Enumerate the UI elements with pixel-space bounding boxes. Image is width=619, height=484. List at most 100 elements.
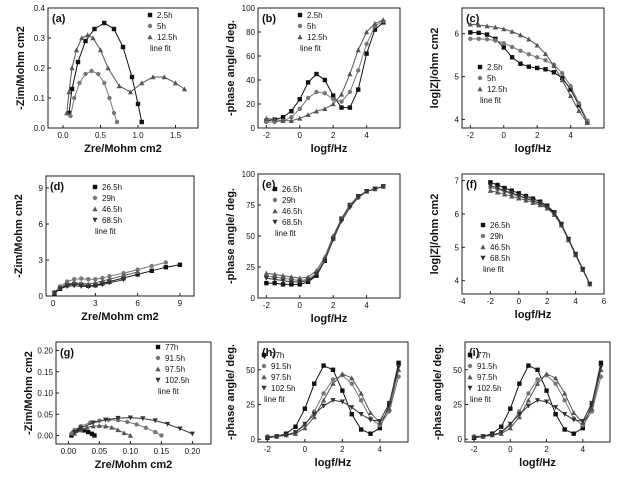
data-point-29h <box>93 277 98 282</box>
data-point-102.5h <box>562 412 568 417</box>
panel-d: 0 3 6 9 0 3 6 9 Zre/Mohm cm2 -Zim/Mohm cm2 (d) 26.5… <box>13 175 195 323</box>
legend-label: 46.5h <box>490 243 510 252</box>
legend-marker <box>261 385 267 391</box>
data-point-5h <box>493 38 498 43</box>
data-point-97.5h <box>507 425 513 431</box>
data-point-12.5h <box>272 117 278 122</box>
panel-letter: (a) <box>52 13 66 25</box>
data-point-12.5h <box>79 35 85 41</box>
panel-g: 0.00 0.05 0.10 0.15 0.20 0.00 0.05 0.10 0.15 0.20… <box>23 341 212 471</box>
data-point-12.5h <box>355 47 361 53</box>
data-point-26.5h <box>516 191 521 196</box>
legend-marker <box>272 208 278 214</box>
data-point-102.5h <box>165 421 171 427</box>
data-point-5h <box>543 58 548 63</box>
data-point-77h <box>340 388 345 393</box>
plot-frame <box>47 7 199 129</box>
legend-label: 12.5h <box>307 33 327 42</box>
data-point-5h <box>576 100 582 106</box>
data-point-68.5h <box>57 286 63 292</box>
data-point-2.5h <box>484 32 490 37</box>
data-point-102.5h <box>589 400 595 406</box>
data-point-91.5h <box>321 391 326 396</box>
y-tick-label: 0.20 <box>37 347 53 356</box>
x-tick-label: 0.5 <box>95 131 107 140</box>
data-point-68.5h <box>280 278 286 284</box>
legend-label: 102.5h <box>271 384 295 393</box>
data-point-102.5h <box>580 418 586 424</box>
legend-marker <box>155 377 161 383</box>
data-point-46.5h <box>280 273 286 278</box>
data-point-12.5h <box>150 74 156 80</box>
legend-marker <box>147 12 153 18</box>
y-tick-label: 6 <box>455 210 460 219</box>
data-point-5h <box>111 110 117 116</box>
data-point-2.5h <box>289 109 294 114</box>
panel-letter: (c) <box>466 13 480 25</box>
y-tick-label: 50 <box>246 232 255 241</box>
fit-line-2.5h <box>68 22 143 123</box>
data-point-5h <box>77 80 82 86</box>
plot-frame <box>257 341 409 443</box>
fit-line-12.5h <box>66 34 185 114</box>
data-point-68.5h <box>347 205 353 211</box>
data-point-5h <box>534 55 540 60</box>
data-point-2.5h <box>111 26 117 32</box>
legend-marker <box>467 352 473 358</box>
data-point-68.5h <box>330 237 336 243</box>
data-point-5h <box>305 95 311 101</box>
legend-fit-label: line fit <box>470 395 492 404</box>
data-point-2.5h <box>66 110 72 116</box>
data-point-77h <box>517 381 522 386</box>
fit-line-97.5h <box>74 425 131 436</box>
data-point-102.5h <box>471 435 477 441</box>
data-point-102.5h <box>292 430 299 435</box>
plot-frame <box>257 7 401 129</box>
data-point-97.5h <box>330 381 336 386</box>
data-point-91.5h <box>358 398 364 403</box>
x-tick-label: 0.20 <box>185 447 201 456</box>
data-point-102.5h <box>115 415 121 421</box>
legend-marker <box>92 217 98 223</box>
data-point-26.5h <box>280 282 286 287</box>
data-point-102.5h <box>127 415 133 421</box>
data-point-91.5h <box>330 377 336 382</box>
x-tick-label: 6 <box>135 299 140 308</box>
x-tick-label: 0 <box>298 131 303 140</box>
data-point-77h <box>508 406 513 411</box>
legend-label: 2.5h <box>487 63 503 72</box>
legend-label: 102.5h <box>165 376 189 385</box>
data-point-2.5h <box>509 55 515 60</box>
data-point-97.5h <box>127 432 133 438</box>
data-point-77h <box>81 428 87 433</box>
data-point-68.5h <box>551 211 557 217</box>
data-point-102.5h <box>598 364 604 370</box>
legend-fit-label: line fit <box>275 229 297 238</box>
legend-marker <box>467 363 473 369</box>
data-point-5h <box>568 83 573 89</box>
panel-e: -2 0 2 4 0 25 50 75 100 logf/Hz -phase angle/ deg.… <box>225 170 401 325</box>
data-point-102.5h <box>283 432 289 438</box>
data-point-2.5h <box>501 45 506 50</box>
data-point-2.5h <box>372 27 378 32</box>
data-point-68.5h <box>363 189 370 194</box>
data-point-2.5h <box>69 86 75 92</box>
x-axis-label: logf/Hz <box>311 143 348 155</box>
data-point-77h <box>358 427 364 432</box>
data-point-12.5h <box>484 23 490 29</box>
x-tick-label: 6 <box>602 297 607 306</box>
data-point-97.5h <box>121 430 127 436</box>
data-point-2.5h <box>476 30 481 36</box>
data-point-77h <box>396 360 401 366</box>
y-tick-label: 60 <box>246 52 255 61</box>
data-point-12.5h <box>66 89 72 95</box>
x-tick-label: 3 <box>93 299 98 308</box>
data-point-46.5h <box>487 188 493 193</box>
data-point-97.5h <box>84 424 90 430</box>
data-point-12.5h <box>372 21 378 26</box>
panel-letter: (g) <box>60 347 74 359</box>
data-point-2.5h <box>129 74 135 80</box>
data-point-77h <box>368 431 373 436</box>
